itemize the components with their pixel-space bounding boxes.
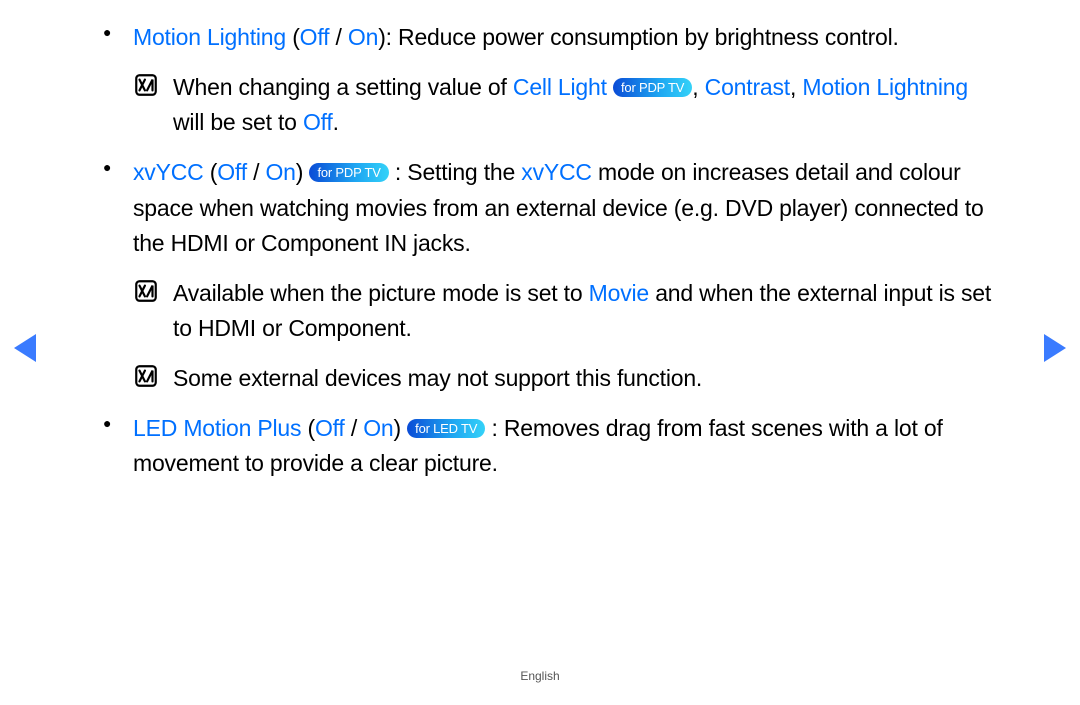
- highlight-term: Cell Light: [513, 74, 607, 100]
- setting-title: Motion Lighting: [133, 24, 292, 50]
- body-text: will be set to: [173, 109, 303, 135]
- setting-title: LED Motion Plus: [133, 415, 308, 441]
- tv-type-badge: for LED TV: [407, 419, 485, 438]
- setting-options: (Off / On): [308, 415, 401, 441]
- highlight-term: Contrast: [705, 74, 790, 100]
- setting-heading: Motion Lighting (Off / On): Reduce power…: [133, 20, 995, 56]
- tv-type-badge: for PDP TV: [309, 163, 388, 182]
- setting-note: Available when the picture mode is set t…: [133, 276, 995, 347]
- note-text: When changing a setting value of Cell Li…: [173, 74, 968, 136]
- body-text: When changing a setting value of: [173, 74, 513, 100]
- note-icon: [133, 72, 159, 98]
- setting-options: (Off / On): [292, 24, 385, 50]
- highlight-term: Off: [303, 109, 333, 135]
- setting-item: LED Motion Plus (Off / On) for LED TV : …: [95, 411, 995, 482]
- setting-item: xvYCC (Off / On) for PDP TV : Setting th…: [95, 155, 995, 397]
- note-icon: [133, 363, 159, 389]
- highlight-term: Motion Lightning: [802, 74, 968, 100]
- note-icon: [133, 278, 159, 304]
- note-text: Available when the picture mode is set t…: [173, 280, 991, 342]
- setting-options: (Off / On): [210, 159, 303, 185]
- note-icon: [133, 278, 159, 304]
- note-text: Some external devices may not support th…: [173, 365, 702, 391]
- manual-content: Motion Lighting (Off / On): Reduce power…: [95, 20, 995, 492]
- body-text: Some external devices may not support th…: [173, 365, 702, 391]
- footer-language: English: [0, 669, 1080, 683]
- highlight-term: xvYCC: [521, 159, 592, 185]
- setting-heading: LED Motion Plus (Off / On) for LED TV : …: [133, 411, 995, 482]
- body-text: ,: [692, 74, 704, 100]
- setting-title: xvYCC: [133, 159, 210, 185]
- setting-description: : Reduce power consumption by brightness…: [386, 24, 899, 50]
- setting-note: When changing a setting value of Cell Li…: [133, 70, 995, 141]
- nav-next-icon[interactable]: [1044, 334, 1066, 362]
- setting-item: Motion Lighting (Off / On): Reduce power…: [95, 20, 995, 141]
- body-text: ,: [790, 74, 802, 100]
- tv-type-badge: for PDP TV: [613, 78, 692, 97]
- body-text: : Setting the: [395, 159, 521, 185]
- highlight-term: Movie: [589, 280, 649, 306]
- body-text: Available when the picture mode is set t…: [173, 280, 589, 306]
- setting-heading: xvYCC (Off / On) for PDP TV : Setting th…: [133, 155, 995, 262]
- setting-note: Some external devices may not support th…: [133, 361, 995, 397]
- body-text: .: [333, 109, 339, 135]
- note-icon: [133, 72, 159, 98]
- note-icon: [133, 363, 159, 389]
- nav-prev-icon[interactable]: [14, 334, 36, 362]
